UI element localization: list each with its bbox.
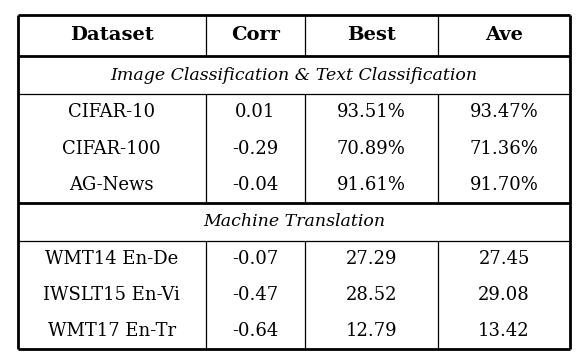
Text: 93.51%: 93.51% — [337, 103, 406, 121]
Text: AG-News: AG-News — [69, 176, 154, 194]
Text: WMT14 En-De: WMT14 En-De — [45, 250, 178, 268]
Text: -0.64: -0.64 — [232, 323, 279, 340]
Text: Ave: Ave — [485, 26, 523, 44]
Text: CIFAR-10: CIFAR-10 — [68, 103, 155, 121]
Text: 27.29: 27.29 — [346, 250, 397, 268]
Text: 91.61%: 91.61% — [337, 176, 406, 194]
Text: 71.36%: 71.36% — [470, 139, 539, 158]
Text: Image Classification & Text Classification: Image Classification & Text Classificati… — [111, 67, 477, 84]
Text: Dataset: Dataset — [70, 26, 153, 44]
Text: 29.08: 29.08 — [478, 286, 530, 304]
Text: 28.52: 28.52 — [346, 286, 397, 304]
Text: Best: Best — [347, 26, 396, 44]
Text: CIFAR-100: CIFAR-100 — [62, 139, 161, 158]
Text: Corr: Corr — [231, 26, 280, 44]
Text: WMT17 En-Tr: WMT17 En-Tr — [48, 323, 176, 340]
Text: 91.70%: 91.70% — [470, 176, 539, 194]
Text: -0.07: -0.07 — [232, 250, 279, 268]
Text: 27.45: 27.45 — [479, 250, 530, 268]
Text: Machine Translation: Machine Translation — [203, 213, 385, 230]
Text: -0.04: -0.04 — [232, 176, 279, 194]
Text: 70.89%: 70.89% — [337, 139, 406, 158]
Text: 12.79: 12.79 — [346, 323, 397, 340]
Text: -0.47: -0.47 — [232, 286, 278, 304]
Text: IWSLT15 En-Vi: IWSLT15 En-Vi — [43, 286, 180, 304]
Text: 13.42: 13.42 — [478, 323, 530, 340]
Text: 0.01: 0.01 — [235, 103, 276, 121]
Text: -0.29: -0.29 — [232, 139, 279, 158]
Text: 93.47%: 93.47% — [470, 103, 539, 121]
